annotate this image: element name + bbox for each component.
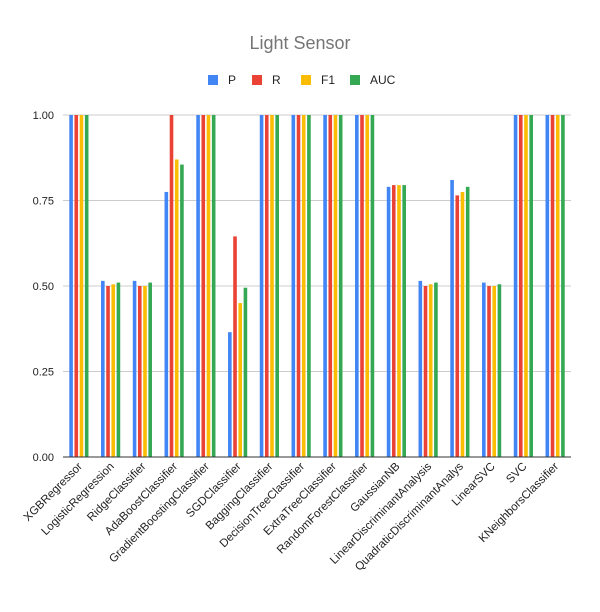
bar-r — [360, 115, 364, 457]
bar-f1 — [270, 115, 274, 457]
bar-auc — [275, 115, 279, 457]
bar-auc — [497, 284, 502, 457]
bar-f1 — [492, 286, 497, 457]
bar-f1 — [524, 115, 528, 457]
bar-f1 — [428, 284, 433, 457]
bar-r — [423, 286, 428, 457]
bar-p — [164, 191, 169, 457]
bar-r — [550, 115, 555, 457]
bar-f1 — [460, 191, 465, 457]
bar-r — [296, 115, 301, 457]
bar-auc — [465, 186, 470, 457]
y-tick-label: 0.00 — [33, 452, 54, 464]
bar-auc — [370, 115, 375, 457]
bar-p — [132, 280, 137, 457]
bar-auc — [84, 115, 89, 457]
x-axis: XGBRegressorLogisticRegressionRidgeClass… — [22, 456, 571, 574]
bar-f1 — [79, 115, 84, 457]
legend-label-auc: AUC — [370, 73, 396, 87]
bar-p — [482, 282, 486, 457]
bar-r — [74, 115, 79, 457]
legend-swatch-r — [252, 75, 262, 85]
x-tick-label: SGDClassifier — [184, 461, 244, 521]
bar-r — [233, 236, 237, 457]
bar-f1 — [301, 115, 306, 457]
bar-p — [386, 186, 391, 457]
bar-auc — [148, 282, 152, 457]
legend-swatch-f1 — [301, 75, 311, 85]
x-tick-label: SVC — [504, 461, 529, 486]
bar-auc — [211, 115, 216, 457]
bar-f1 — [365, 115, 370, 457]
legend-swatch-auc — [350, 75, 360, 85]
chart-title: Light Sensor — [249, 33, 350, 53]
bar-p — [450, 179, 454, 458]
bar-p — [196, 115, 200, 457]
bars — [69, 115, 565, 458]
bar-auc — [402, 185, 406, 458]
bar-auc — [338, 115, 343, 457]
bar-r — [137, 286, 142, 457]
legend-label-r: R — [272, 73, 281, 87]
bar-f1 — [143, 286, 147, 457]
bar-auc — [529, 115, 533, 457]
bar-r — [169, 115, 174, 457]
bar-auc — [243, 287, 248, 457]
bar-auc — [180, 164, 184, 457]
bar-p — [291, 115, 296, 457]
bar-f1 — [555, 115, 560, 457]
bar-f1 — [397, 185, 401, 458]
bar-f1 — [333, 115, 338, 457]
bar-p — [355, 115, 359, 457]
y-axis: 0.00 0.25 0.50 0.75 1.00 — [33, 110, 54, 464]
bar-p — [418, 280, 423, 457]
bar-auc — [561, 115, 565, 457]
bar-r — [487, 286, 491, 457]
bar-auc — [434, 282, 438, 457]
bar-p — [545, 115, 550, 457]
bar-r — [106, 286, 110, 457]
gridlines — [63, 114, 571, 372]
bar-p — [259, 115, 264, 457]
bar-f1 — [238, 303, 243, 457]
y-tick-label: 0.25 — [33, 367, 54, 379]
legend-label-f1: F1 — [321, 73, 335, 87]
bar-r — [391, 185, 396, 458]
legend-swatch-p — [208, 75, 218, 85]
bar-r — [201, 115, 206, 457]
bar-r — [455, 195, 460, 457]
bar-auc — [307, 115, 311, 457]
bar-p — [228, 332, 232, 457]
legend-label-p: P — [228, 73, 236, 87]
bar-r — [264, 115, 269, 457]
bar-r — [518, 115, 523, 457]
y-tick-label: 0.75 — [33, 196, 54, 208]
bar-p — [323, 115, 327, 457]
bar-r — [328, 115, 333, 457]
bar-auc — [116, 282, 121, 457]
bar-f1 — [174, 159, 179, 457]
legend: P R F1 AUC — [208, 73, 396, 87]
y-tick-label: 1.00 — [33, 110, 54, 122]
bar-p — [513, 115, 518, 457]
bar-p — [101, 280, 105, 457]
bar-p — [69, 115, 73, 457]
bar-f1 — [206, 115, 211, 457]
y-tick-label: 0.50 — [33, 281, 54, 293]
bar-f1 — [111, 284, 116, 457]
